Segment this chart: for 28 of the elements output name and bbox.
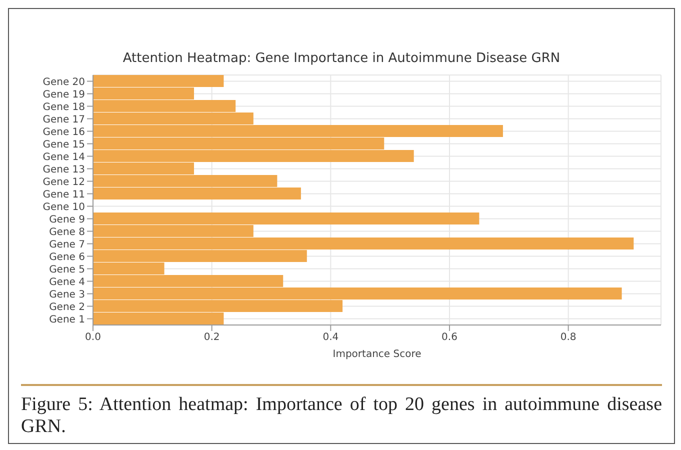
x-tick-label: 0.2 <box>204 332 220 344</box>
y-tick-label: Gene 18 <box>42 102 85 113</box>
y-tick-label: Gene 20 <box>42 76 85 88</box>
y-tick-label: Gene 13 <box>42 164 85 176</box>
y-tick-label: Gene 2 <box>49 302 85 313</box>
x-axis-title: Importance Score <box>332 349 422 360</box>
y-tick-label: Gene 3 <box>49 289 85 300</box>
x-tick-label: 0.8 <box>560 332 576 344</box>
y-tick-label: Gene 8 <box>49 226 85 238</box>
y-tick-label: Gene 15 <box>42 139 85 150</box>
y-tick-label: Gene 1 <box>49 314 85 326</box>
y-tick-label: Gene 5 <box>49 264 85 276</box>
x-tick-label: 0.4 <box>322 332 339 344</box>
y-tick-label: Gene 7 <box>49 239 85 250</box>
x-tick-label: 0.0 <box>85 332 101 344</box>
y-tick-label: Gene 19 <box>42 89 85 100</box>
y-tick-label: Gene 6 <box>49 252 85 263</box>
x-tick-label: 0.6 <box>442 332 458 344</box>
y-tick-label: Gene 17 <box>42 114 85 126</box>
y-tick-label: Gene 14 <box>42 152 85 163</box>
y-tick-label: Gene 12 <box>42 176 85 188</box>
y-tick-label: Gene 11 <box>42 189 85 200</box>
caption: Figure 5: Attention heatmap: Importance of top 20 genes in autoimmune disease GRN. <box>21 394 662 438</box>
y-tick-label: Gene 10 <box>42 202 85 213</box>
y-tick-label: Gene 9 <box>49 214 85 226</box>
y-tick-label: Gene 16 <box>42 126 85 138</box>
y-tick-label: Gene 4 <box>49 276 85 288</box>
chart-title: Attention Heatmap: Gene Importance in Autoimmune Disease GRN <box>122 51 562 66</box>
